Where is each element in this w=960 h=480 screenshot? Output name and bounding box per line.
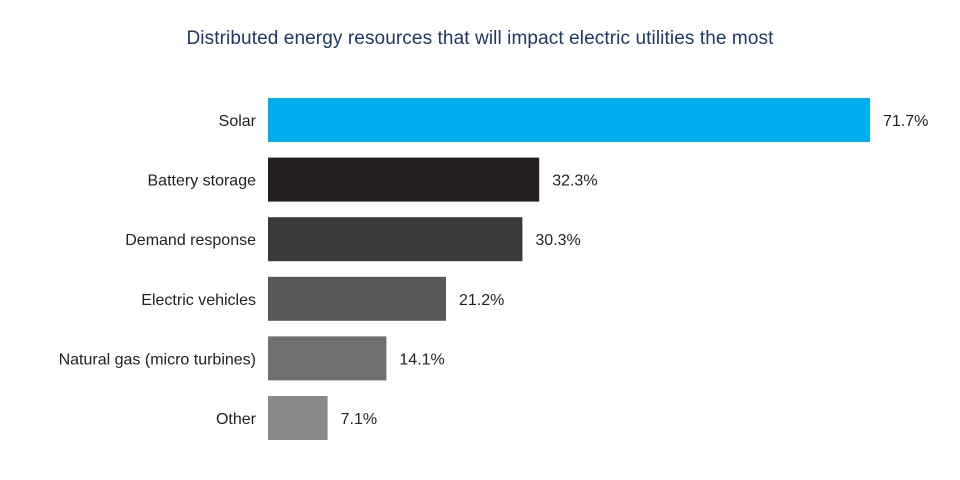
value-label-2: 30.3% [535, 232, 580, 249]
value-label-3: 21.2% [459, 292, 504, 309]
bar-2 [268, 217, 523, 262]
value-label-5: 7.1% [341, 411, 377, 428]
value-label-0: 71.7% [883, 113, 928, 130]
category-label-3: Electric vehicles [141, 292, 256, 309]
bar-4 [268, 336, 387, 381]
category-label-5: Other [216, 411, 257, 428]
value-label-4: 14.1% [399, 351, 444, 368]
bar-3 [268, 276, 446, 321]
category-label-2: Demand response [125, 232, 256, 249]
chart-title: Distributed energy resources that will i… [186, 28, 774, 49]
category-label-4: Natural gas (micro turbines) [59, 351, 256, 368]
value-label-1: 32.3% [552, 173, 597, 190]
category-label-1: Battery storage [148, 173, 257, 190]
bar-5 [268, 396, 328, 440]
category-label-0: Solar [219, 113, 257, 130]
bar-1 [268, 157, 540, 202]
bar-0 [268, 98, 870, 142]
